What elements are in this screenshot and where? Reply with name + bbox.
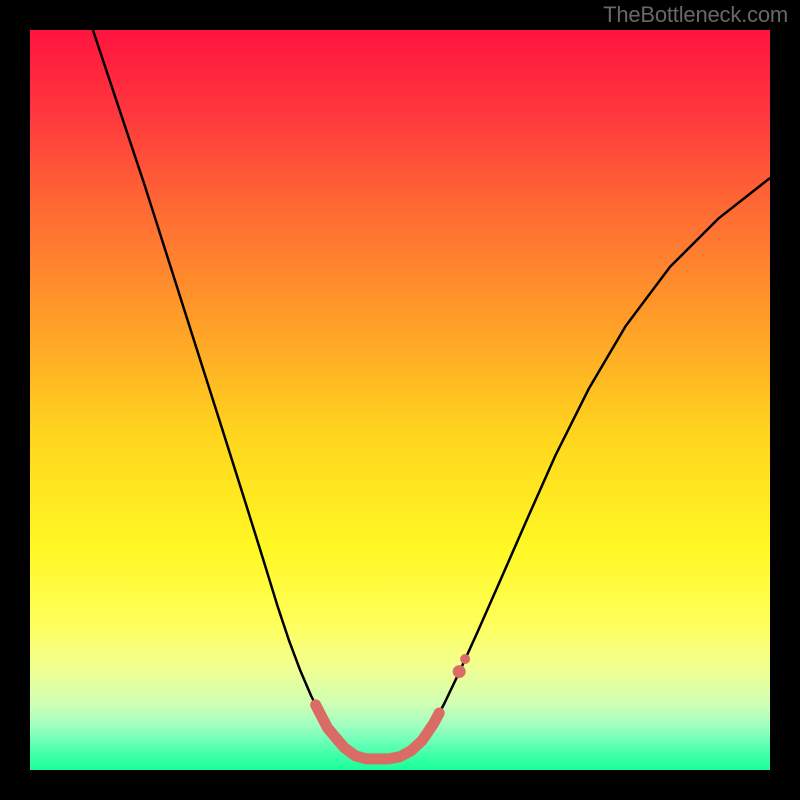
- chart-plot-area: [30, 30, 770, 770]
- highlight-marker: [460, 654, 470, 664]
- chart-background: [30, 30, 770, 770]
- watermark-text: TheBottleneck.com: [603, 2, 788, 28]
- canvas-root: TheBottleneck.com: [0, 0, 800, 800]
- highlight-marker: [453, 665, 466, 678]
- bottleneck-chart: [30, 30, 770, 770]
